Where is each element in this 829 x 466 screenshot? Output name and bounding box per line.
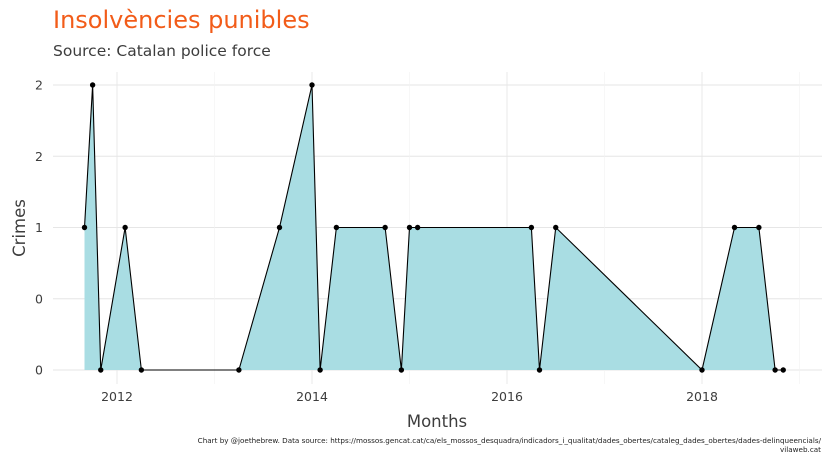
x-tick-label: 2018 bbox=[686, 389, 718, 404]
data-point bbox=[398, 367, 405, 373]
data-point bbox=[406, 224, 413, 231]
x-axis-ticks: 2012 2014 2016 2018 bbox=[101, 389, 718, 404]
data-point bbox=[236, 367, 242, 373]
y-tick-label: 2 bbox=[35, 78, 43, 93]
x-axis-title: Months bbox=[407, 412, 467, 431]
y-tick-label: 2 bbox=[35, 149, 43, 164]
data-point bbox=[528, 224, 535, 231]
data-point bbox=[382, 224, 388, 231]
data-point bbox=[772, 367, 778, 373]
data-point bbox=[98, 367, 104, 373]
caption-source: Chart by @joethebrew. Data source: https… bbox=[197, 436, 821, 445]
y-tick-label: 1 bbox=[35, 220, 43, 235]
chart-title: Insolvències punibles bbox=[53, 6, 310, 34]
data-point bbox=[309, 82, 315, 88]
data-point bbox=[699, 367, 705, 373]
x-tick-label: 2014 bbox=[296, 389, 328, 404]
data-point bbox=[780, 367, 786, 373]
data-point bbox=[414, 224, 421, 231]
y-axis-title: Crimes bbox=[10, 199, 29, 257]
data-point bbox=[333, 224, 340, 231]
data-point bbox=[81, 224, 88, 231]
x-tick-label: 2012 bbox=[101, 389, 133, 404]
data-point bbox=[122, 224, 128, 231]
x-tick-label: 2016 bbox=[491, 389, 523, 404]
data-point bbox=[317, 367, 323, 373]
y-tick-label: 0 bbox=[35, 363, 43, 378]
data-point bbox=[138, 367, 145, 373]
points-series bbox=[81, 82, 786, 373]
y-tick-label: 0 bbox=[35, 291, 43, 306]
data-point bbox=[276, 224, 283, 231]
data-point bbox=[536, 367, 543, 373]
data-point bbox=[756, 224, 762, 231]
data-point bbox=[731, 224, 738, 231]
caption: Chart by @joethebrew. Data source: https… bbox=[61, 436, 821, 454]
caption-site: vilaweb.cat bbox=[780, 445, 821, 454]
series-line bbox=[83, 84, 784, 372]
area-series bbox=[83, 84, 784, 372]
y-axis-ticks: 0 0 1 2 2 bbox=[35, 78, 43, 378]
data-point bbox=[553, 224, 559, 231]
chart-subtitle: Source: Catalan police force bbox=[53, 42, 271, 60]
data-point bbox=[89, 82, 96, 88]
